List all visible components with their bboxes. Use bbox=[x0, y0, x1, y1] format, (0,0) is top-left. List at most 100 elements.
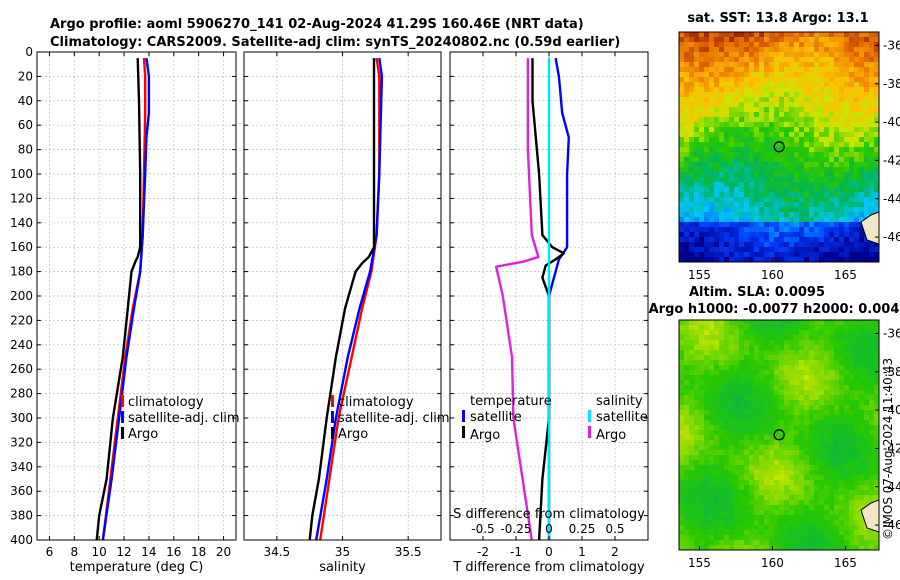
sst_map-cell bbox=[874, 77, 879, 83]
sla_map-cell bbox=[834, 520, 840, 526]
sla_map-cell bbox=[824, 505, 830, 511]
sla_map-cell bbox=[849, 365, 855, 371]
sst_map-cell bbox=[819, 52, 825, 58]
sla_map-cell bbox=[779, 405, 785, 411]
sst_map-cell bbox=[744, 247, 750, 253]
sst_map-cell bbox=[849, 187, 855, 193]
sst_map-cell bbox=[774, 87, 780, 93]
sst_map-cell bbox=[869, 107, 875, 113]
sla_map-cell bbox=[774, 325, 780, 331]
sla_map-cell bbox=[789, 485, 795, 491]
sla_map-cell bbox=[844, 435, 850, 441]
sst_map-cell bbox=[719, 47, 725, 53]
sst_map-cell bbox=[809, 57, 815, 63]
sla_map-cell bbox=[774, 390, 780, 396]
sla_map-cell bbox=[714, 495, 720, 501]
sla_map-cell bbox=[774, 535, 780, 541]
sla_map-cell bbox=[719, 330, 725, 336]
sst_map-cell bbox=[679, 122, 685, 128]
sst_map-cell bbox=[779, 32, 785, 38]
sla_map-cell bbox=[684, 410, 690, 416]
sst_map-cell bbox=[759, 122, 765, 128]
sst_map-cell bbox=[699, 157, 705, 163]
sla_map-cell bbox=[784, 455, 790, 461]
sla_map-cell bbox=[769, 345, 775, 351]
sst_map-cell bbox=[759, 197, 765, 203]
sla_map-cell bbox=[764, 395, 770, 401]
sst_map-cell bbox=[814, 217, 820, 223]
sla_map-cell bbox=[679, 480, 685, 486]
depth-tick-label: 0 bbox=[25, 45, 33, 59]
sst_map-cell bbox=[734, 32, 740, 38]
sst_map-cell bbox=[834, 57, 840, 63]
sst_map-cell bbox=[784, 217, 790, 223]
sst_map-cell bbox=[834, 127, 840, 133]
sla_map-cell bbox=[679, 425, 685, 431]
sst_map-cell bbox=[804, 42, 810, 48]
sst_map-cell bbox=[684, 122, 690, 128]
sla_map-cell bbox=[684, 530, 690, 536]
temperature-xlabel: temperature (deg C) bbox=[70, 560, 204, 575]
sla_map-cell bbox=[699, 435, 705, 441]
sst_map-cell bbox=[774, 112, 780, 118]
sla_map-cell bbox=[809, 500, 815, 506]
sst_map-cell bbox=[784, 232, 790, 238]
sla_map-cell bbox=[824, 405, 830, 411]
sla_map-cell bbox=[719, 540, 725, 546]
sla_map-cell bbox=[724, 475, 730, 481]
sla_map-cell bbox=[689, 460, 695, 466]
sla_map-cell bbox=[844, 545, 850, 550]
sla_map-cell bbox=[754, 335, 760, 341]
sst_map-cell bbox=[789, 77, 795, 83]
sst_map-cell bbox=[739, 147, 745, 153]
sst_map-cell bbox=[829, 132, 835, 138]
sla_map-cell bbox=[859, 475, 865, 481]
sst_map-cell bbox=[729, 77, 735, 83]
sst_map-cell bbox=[809, 187, 815, 193]
sst_map-cell bbox=[764, 177, 770, 183]
sla_map-cell bbox=[779, 465, 785, 471]
sla_map-cell bbox=[759, 455, 765, 461]
sst_map-cell bbox=[854, 257, 860, 262]
sla_map-cell bbox=[764, 500, 770, 506]
sst_map-cell bbox=[694, 197, 700, 203]
sst_map-cell bbox=[689, 237, 695, 243]
sla_map-cell bbox=[724, 490, 730, 496]
sla_map-cell bbox=[819, 400, 825, 406]
sla_map-cell bbox=[714, 340, 720, 346]
sla_map-cell bbox=[729, 320, 735, 326]
sst_map-cell bbox=[719, 107, 725, 113]
sla_map-cell bbox=[774, 345, 780, 351]
sst_map-cell bbox=[709, 167, 715, 173]
sla_map-cell bbox=[749, 515, 755, 521]
sst_map-cell bbox=[764, 52, 770, 58]
sla_map-cell bbox=[824, 525, 830, 531]
sla_map-cell bbox=[784, 545, 790, 550]
sla_map-cell bbox=[704, 345, 710, 351]
sst_map-cell bbox=[699, 107, 705, 113]
sla_map-cell bbox=[699, 380, 705, 386]
sla_map-cell bbox=[799, 470, 805, 476]
legend-salinity-title: salinity bbox=[596, 394, 643, 409]
sst_map-cell bbox=[714, 82, 720, 88]
sla_map-cell bbox=[804, 495, 810, 501]
sst_map-cell bbox=[689, 252, 695, 258]
sst_map-cell bbox=[759, 127, 765, 133]
sla_map-cell bbox=[799, 345, 805, 351]
sla_map-cell bbox=[709, 320, 715, 326]
sst_map-cell bbox=[684, 162, 690, 168]
sla_map-cell bbox=[859, 425, 865, 431]
sst_map-cell bbox=[829, 127, 835, 133]
sla_map-cell bbox=[699, 375, 705, 381]
sla_map-cell bbox=[864, 370, 870, 376]
sla_map-cell bbox=[744, 530, 750, 536]
sla_map-cell bbox=[739, 400, 745, 406]
sst_map-cell bbox=[709, 107, 715, 113]
sst_map-cell bbox=[834, 152, 840, 158]
sst_map-cell bbox=[819, 237, 825, 243]
sst_map-cell bbox=[754, 152, 760, 158]
sst_map-cell bbox=[839, 147, 845, 153]
sst_map-cell bbox=[729, 242, 735, 248]
sst_map-cell bbox=[824, 62, 830, 68]
sla_map-cell bbox=[864, 320, 870, 326]
